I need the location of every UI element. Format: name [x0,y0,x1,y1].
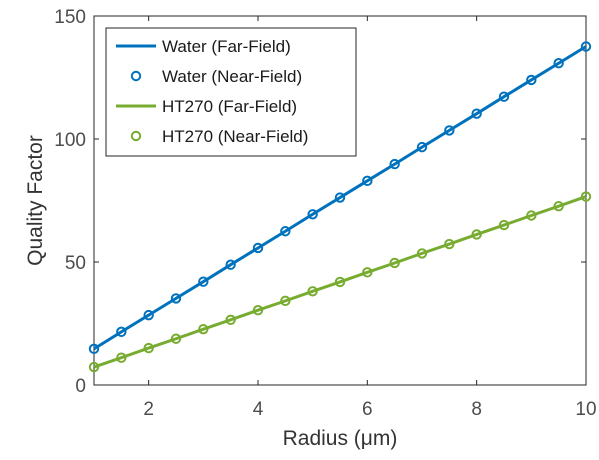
data-point-ht270-near-field [444,238,455,250]
y-tick-label: 150 [54,7,86,28]
data-point-ht270-near-field [389,257,400,269]
data-point-ht270-near-field [334,276,346,288]
x-tick-label: 2 [143,399,154,420]
data-point-ht270-near-field [252,305,264,316]
data-point-ht270-near-field [143,342,154,354]
x-tick-label: 10 [575,399,596,420]
legend-swatch-ht270-near-field [130,130,142,142]
data-point-water-near-field [252,242,264,254]
data-point-water-near-field [498,91,510,102]
data-point-ht270-near-field [416,248,428,259]
x-tick-label: 8 [471,399,482,420]
x-tick-label: 4 [253,399,264,420]
data-point-ht270-near-field [225,314,236,326]
data-point-water-near-field [362,175,373,187]
legend-label-ht270-near-field: HT270 (Near-Field) [162,127,308,146]
data-point-ht270-near-field [170,333,182,344]
y-tick-label: 0 [75,376,86,397]
data-point-water-near-field [471,108,482,119]
data-point-ht270-near-field [526,210,537,221]
y-axis-label: Quality Factor [24,135,47,266]
legend-label-water-near-field: Water (Near-Field) [162,67,302,86]
data-point-ht270-near-field [498,219,510,231]
data-point-water-near-field [444,125,455,136]
y-tick-label: 50 [65,253,86,274]
data-point-water-near-field [170,293,182,304]
data-point-ht270-near-field [362,267,373,278]
data-point-ht270-near-field [88,361,100,373]
data-point-water-near-field [334,192,346,203]
series-line-water-far-field [93,45,587,351]
data-point-water-near-field [389,158,400,170]
data-point-water-near-field [88,343,100,355]
data-point-water-near-field [307,209,318,220]
data-point-water-near-field [225,259,236,270]
data-point-water-near-field [553,58,564,69]
data-point-ht270-near-field [280,295,291,307]
data-point-ht270-near-field [116,352,127,363]
data-point-water-near-field [526,74,537,86]
data-point-water-near-field [280,226,291,237]
x-axis-label: Radius (μm) [283,427,398,450]
series-layer [88,41,592,373]
legend-swatch-water-near-field [130,70,142,82]
series-line-ht270-far-field [93,195,587,369]
data-point-ht270-near-field [471,229,482,240]
x-tick-label: 6 [362,399,373,420]
data-point-water-near-field [580,41,592,52]
data-point-water-near-field [116,326,127,338]
legend: Water (Far-Field) Water (Near-Field) HT270… [105,27,357,157]
data-point-water-near-field [198,276,209,287]
legend-label-ht270-far-field: HT270 (Far-Field) [162,97,297,116]
data-point-ht270-near-field [198,323,209,335]
data-point-ht270-near-field [553,200,564,212]
legend-box [105,27,357,157]
data-point-water-near-field [143,309,154,321]
data-point-water-near-field [416,141,428,153]
data-point-ht270-near-field [307,286,318,297]
legend-label-water-far-field: Water (Far-Field) [162,37,291,56]
data-point-ht270-near-field [580,191,592,202]
y-tick-label: 100 [54,130,86,151]
